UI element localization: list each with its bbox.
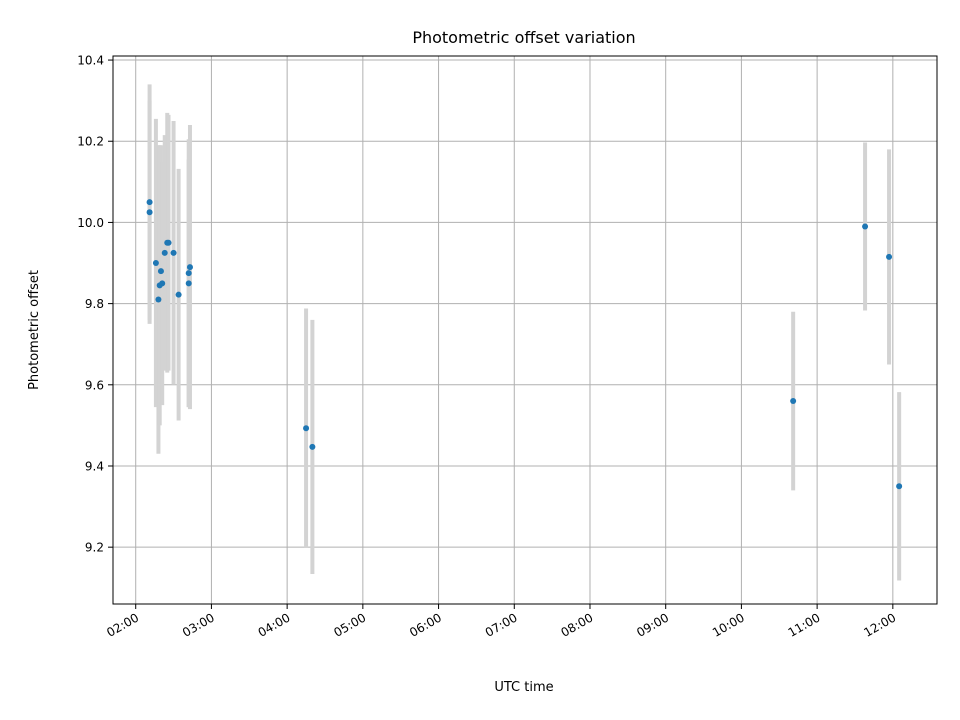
x-tick-label: 03:00 — [180, 610, 217, 639]
x-tick-label: 02:00 — [104, 610, 141, 639]
y-tick-label: 9.4 — [85, 459, 104, 473]
y-tick-label: 9.2 — [85, 541, 104, 555]
data-point — [161, 249, 168, 256]
y-axis-ticks: 9.2 9.4 9.6 9.8 10.0 10.2 10.4 — [77, 54, 113, 555]
x-tick-label: 08:00 — [559, 610, 596, 639]
data-point — [146, 209, 153, 216]
data-point — [186, 264, 193, 271]
y-tick-label: 10.4 — [77, 54, 104, 68]
x-tick-label: 11:00 — [786, 610, 823, 639]
x-tick-label: 05:00 — [331, 610, 368, 639]
data-point — [157, 268, 164, 275]
data-point — [175, 291, 182, 298]
data-point — [152, 260, 159, 267]
y-tick-label: 10.0 — [77, 216, 104, 230]
grid-lines — [113, 56, 937, 604]
x-tick-label: 04:00 — [256, 610, 293, 639]
x-axis-label: UTC time — [494, 680, 553, 695]
data-point — [862, 223, 869, 230]
data-point — [896, 483, 903, 490]
data-point — [886, 253, 893, 260]
data-point — [146, 199, 153, 206]
data-point — [185, 270, 192, 277]
y-tick-label: 9.8 — [85, 297, 104, 311]
y-axis-label: Photometric offset — [27, 270, 42, 390]
chart-title: Photometric offset variation — [412, 28, 635, 47]
x-tick-label: 10:00 — [710, 610, 747, 639]
data-point — [159, 280, 166, 287]
error-bars — [147, 84, 902, 581]
data-point — [155, 296, 162, 303]
y-tick-label: 9.6 — [85, 378, 104, 392]
x-tick-label: 12:00 — [861, 610, 898, 639]
data-point — [185, 280, 192, 287]
data-points — [146, 199, 903, 490]
y-tick-label: 10.2 — [77, 135, 104, 149]
data-point — [309, 443, 316, 450]
data-point — [170, 249, 177, 256]
x-axis-ticks: 02:00 03:00 04:00 05:00 06:00 07:00 08:00 09:00… — [104, 604, 898, 640]
x-tick-label: 07:00 — [483, 610, 520, 639]
data-point — [790, 398, 797, 405]
x-tick-label: 09:00 — [634, 610, 671, 639]
x-tick-label: 06:00 — [407, 610, 444, 639]
plot-area-frame — [112, 55, 938, 605]
data-point — [303, 425, 310, 432]
data-point — [165, 239, 172, 246]
